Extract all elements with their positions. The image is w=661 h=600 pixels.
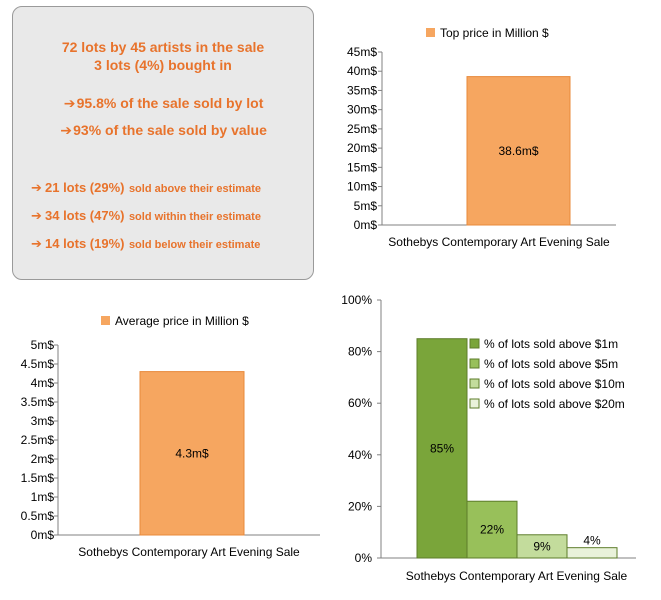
- y-tick-label: 40m$: [347, 64, 377, 78]
- summary-bought-in: 3 lots (4%) bought in: [94, 57, 232, 73]
- bar: [416, 338, 468, 559]
- y-tick-label: 60%: [348, 396, 372, 410]
- summary-sold-by-value: ➔93% of the sale sold by value: [60, 122, 267, 138]
- bar-data-label: 38.6m$: [498, 144, 538, 158]
- y-tick-label: 35m$: [347, 83, 377, 97]
- bar-data-label: 85%: [430, 441, 454, 455]
- legend-swatch: [469, 338, 480, 349]
- legend-swatch: [426, 28, 435, 37]
- summary-below-estimate: ➔ 14 lots (19%) sold below their estimate: [31, 236, 261, 251]
- legend-swatch: [101, 316, 110, 325]
- y-tick-label: 80%: [348, 345, 372, 359]
- bar: [139, 371, 245, 536]
- x-category-label: Sothebys Contemporary Art Evening Sale: [388, 235, 610, 249]
- y-tick-label: 4m$: [31, 376, 55, 390]
- legend-swatch: [469, 358, 480, 369]
- y-tick-label: 2.5m$: [21, 433, 55, 447]
- bar-data-label: 4%: [583, 534, 601, 548]
- legend-label: % of lots sold above $1m: [484, 337, 618, 351]
- summary-sold-by-lot: ➔95.8% of the sale sold by lot: [63, 95, 264, 111]
- y-tick-label: 5m$: [31, 338, 55, 352]
- y-tick-label: 1m$: [31, 490, 55, 504]
- summary-within-estimate: ➔ 34 lots (47%) sold within their estimat…: [31, 208, 261, 223]
- y-tick-label: 20m$: [347, 141, 377, 155]
- y-tick-label: 20%: [348, 499, 372, 513]
- legend-label: % of lots sold above $5m: [484, 357, 618, 371]
- bar: [516, 534, 568, 559]
- sale-summary-box: 72 lots by 45 artists in the sale 3 lots…: [12, 6, 314, 280]
- bar: [466, 500, 518, 559]
- y-tick-label: 0m$: [354, 218, 378, 232]
- summary-lots-artists: 72 lots by 45 artists in the sale: [61, 39, 265, 55]
- y-tick-label: 4.5m$: [21, 357, 55, 371]
- bar: [466, 76, 571, 226]
- y-tick-label: 3m$: [31, 414, 55, 428]
- arrow-right-icon: ➔: [31, 208, 42, 223]
- bar-data-label: 4.3m$: [175, 446, 209, 460]
- arrow-right-icon: ➔: [31, 236, 42, 251]
- y-tick-label: 0%: [355, 551, 373, 565]
- arrow-right-icon: ➔: [63, 95, 76, 111]
- y-tick-label: 45m$: [347, 45, 377, 59]
- y-tick-label: 3.5m$: [21, 395, 55, 409]
- y-tick-label: 0.5m$: [21, 509, 55, 523]
- x-category-label: Sothebys Contemporary Art Evening Sale: [406, 569, 628, 583]
- x-category-label: Sothebys Contemporary Art Evening Sale: [78, 545, 300, 559]
- arrow-right-icon: ➔: [31, 180, 42, 195]
- legend-swatch: [469, 398, 480, 409]
- legend-swatch: [469, 378, 480, 389]
- y-tick-label: 2m$: [31, 452, 55, 466]
- legend-label: Top price in Million $: [440, 26, 549, 40]
- y-tick-label: 1.5m$: [21, 471, 55, 485]
- y-tick-label: 100%: [341, 293, 372, 307]
- y-tick-label: 30m$: [347, 103, 377, 117]
- summary-above-estimate: ➔ 21 lots (29%) sold above their estimate: [31, 180, 261, 195]
- y-tick-label: 25m$: [347, 122, 377, 136]
- y-tick-label: 40%: [348, 448, 372, 462]
- bar-data-label: 9%: [533, 539, 551, 553]
- y-tick-label: 5m$: [354, 199, 378, 213]
- y-tick-label: 10m$: [347, 180, 377, 194]
- legend-label: % of lots sold above $20m: [484, 397, 625, 411]
- y-tick-label: 15m$: [347, 160, 377, 174]
- bar: [566, 547, 618, 559]
- legend-label: % of lots sold above $10m: [484, 377, 625, 391]
- bar-data-label: 22%: [480, 523, 504, 537]
- y-tick-label: 0m$: [31, 528, 55, 542]
- arrow-right-icon: ➔: [60, 122, 72, 138]
- legend-label: Average price in Million $: [115, 314, 249, 328]
